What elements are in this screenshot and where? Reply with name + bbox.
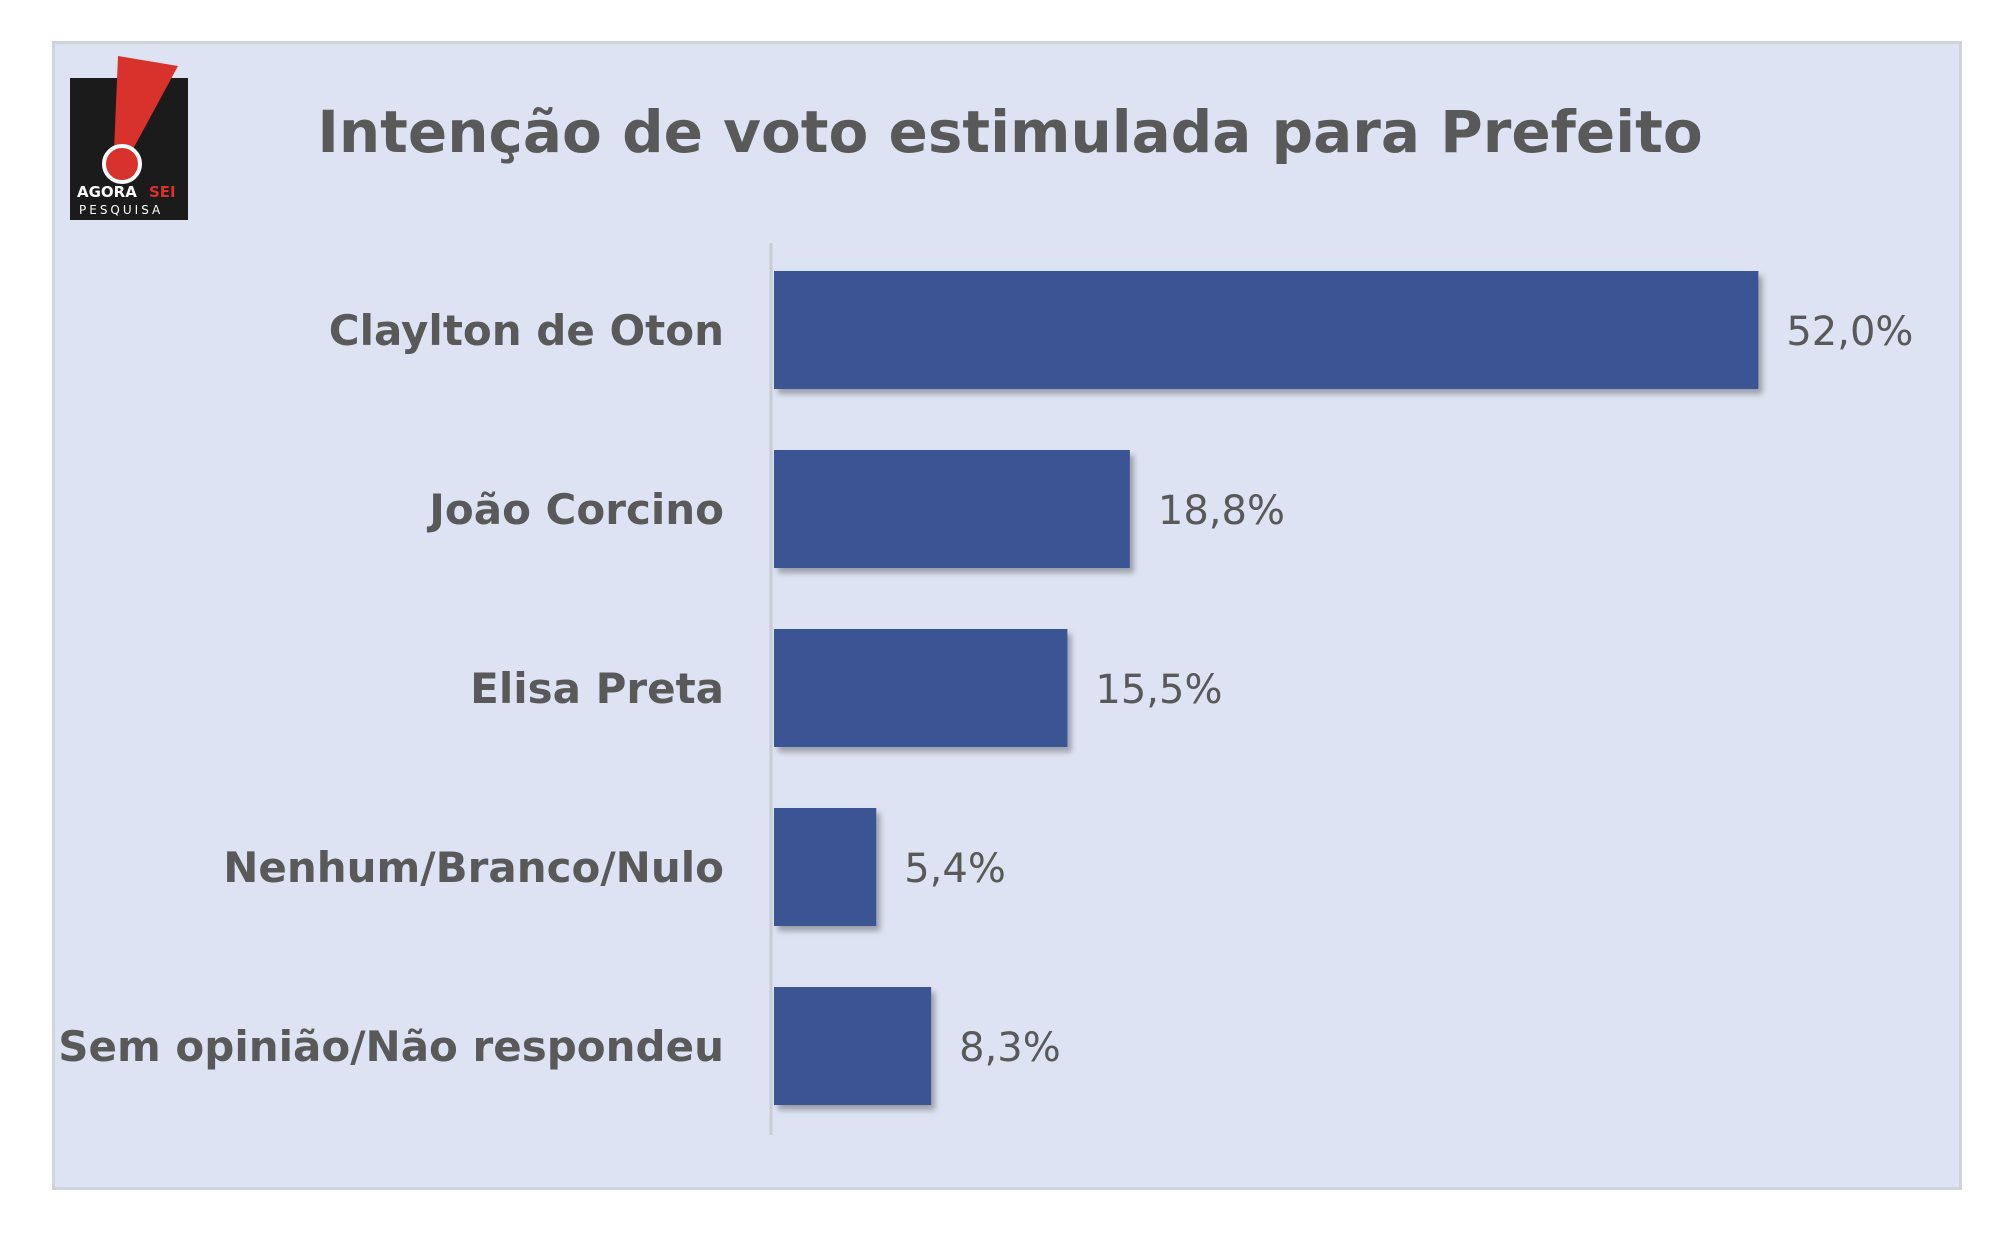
bar-2	[774, 629, 1068, 747]
value-label-0: 52,0%	[1786, 309, 1913, 355]
category-label-2: Elisa Preta	[470, 664, 724, 713]
bar-0	[774, 271, 1759, 389]
value-label-3: 5,4%	[904, 846, 1006, 892]
value-label-4: 8,3%	[959, 1025, 1061, 1071]
exclamation-dot-icon	[102, 144, 142, 184]
logo-text-sei: SEI	[149, 183, 176, 201]
bars-group: Claylton de Oton 52,0% João Corcino 18,8% El…	[58, 271, 1913, 1105]
agorasei-logo: AGORA SEI PESQUISA	[70, 56, 188, 220]
chart-panel	[52, 41, 1962, 1190]
bar-4	[774, 987, 932, 1105]
chart-title: Intenção de voto estimulada para Prefeit…	[317, 98, 1703, 166]
value-label-2: 15,5%	[1095, 667, 1222, 713]
category-label-0: Claylton de Oton	[329, 306, 724, 355]
category-label-3: Nenhum/Branco/Nulo	[223, 843, 724, 892]
logo-text-pesquisa: PESQUISA	[79, 203, 163, 217]
value-label-1: 18,8%	[1158, 488, 1285, 534]
category-label-1: João Corcino	[426, 485, 724, 534]
exclamation-icon	[114, 56, 178, 151]
logo-text-agora: AGORA	[77, 183, 137, 201]
bar-3	[774, 808, 877, 926]
bar-1	[774, 450, 1130, 568]
category-label-4: Sem opinião/Não respondeu	[58, 1022, 724, 1071]
